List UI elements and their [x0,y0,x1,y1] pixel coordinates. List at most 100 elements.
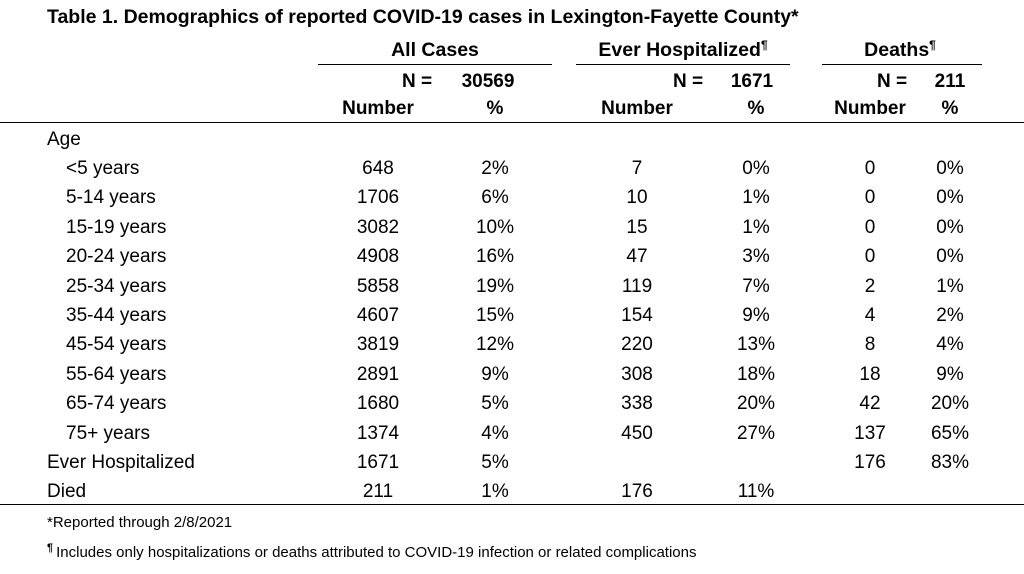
cell-death-number: 4 [864,305,876,326]
subheader-number: Number [342,98,414,119]
cell-all-number: 4908 [356,246,400,267]
cell-death-number: 8 [864,334,876,355]
cell-death-number: 42 [859,393,881,414]
subheader-number: Number [601,98,673,119]
cell-death-number: 137 [854,423,886,444]
cell-all-number: 1671 [356,452,400,473]
footnote-includes: ¶ Includes only hospitalizations or death… [47,542,696,561]
cell-all-percent: 6% [481,187,509,208]
cell-hosp-number: 47 [626,246,648,267]
group-header-deaths: Deaths¶ [820,38,980,62]
cell-hosp-number: 10 [626,187,648,208]
cell-all-number: 3819 [356,334,400,355]
cell-all-number: 1706 [356,187,400,208]
cell-death-percent: 4% [936,334,964,355]
cell-hosp-percent: 3% [742,246,770,267]
cell-death-percent: 1% [936,276,964,297]
group-underline [318,64,552,65]
cell-all-percent: 2% [481,158,509,179]
row-label: 25-34 years [66,276,167,297]
cell-hosp-number: 176 [621,481,653,502]
cell-all-percent: 19% [475,276,515,297]
row-label: 75+ years [66,423,150,444]
cell-death-number: 0 [864,187,876,208]
cell-hosp-number: 119 [621,276,653,297]
cell-hosp-percent: 0% [742,158,770,179]
cell-death-percent: 65% [930,423,970,444]
cell-all-percent: 5% [481,393,509,414]
row-label: 45-54 years [66,334,167,355]
row-label: 55-64 years [66,364,167,385]
footnote-includes-text: Includes only hospitalizations or deaths… [56,544,697,561]
cell-death-percent: 0% [936,246,964,267]
n-value: 30569 [461,71,515,92]
cell-all-number: 2891 [356,364,400,385]
cell-all-number: 4607 [356,305,400,326]
cell-hosp-number: 7 [631,158,643,179]
cell-hosp-percent: 20% [736,393,776,414]
cell-all-percent: 15% [475,305,515,326]
cell-hosp-percent: 9% [742,305,770,326]
cell-hosp-number: 450 [621,423,653,444]
cell-death-number: 18 [859,364,881,385]
cell-death-number: 0 [864,217,876,238]
cell-death-number: 176 [854,452,886,473]
cell-all-percent: 12% [475,334,515,355]
cell-death-percent: 0% [936,217,964,238]
cell-hosp-number: 220 [621,334,653,355]
row-label: Died [47,481,87,502]
row-label: 15-19 years [66,217,167,238]
bottom-rule [0,504,1024,505]
subheader-percent: % [486,98,504,119]
cell-death-percent: 0% [936,187,964,208]
cell-all-number: 211 [362,481,394,502]
cell-death-number: 0 [864,158,876,179]
row-label: 20-24 years [66,246,167,267]
cell-hosp-number: 308 [621,364,653,385]
n-value: 1671 [730,71,774,92]
pilcrow-mark: ¶ [929,38,936,52]
group-label: Deaths [864,39,930,61]
n-label: N = [876,71,908,92]
row-label: 35-44 years [66,305,167,326]
cell-all-percent: 16% [475,246,515,267]
pilcrow-mark: ¶ [47,542,54,554]
group-underline [822,64,982,65]
cell-all-number: 1680 [356,393,400,414]
group-underline [576,64,790,65]
subheader-number: Number [834,98,906,119]
header-rule [0,122,1024,123]
group-label: Ever Hospitalized [598,39,761,61]
cell-hosp-percent: 27% [736,423,776,444]
row-label: 65-74 years [66,393,167,414]
group-header-ever-hospitalized: Ever Hospitalized¶ [576,38,790,62]
cell-death-percent: 83% [930,452,970,473]
cell-death-percent: 2% [936,305,964,326]
footnote-reported: *Reported through 2/8/2021 [47,514,233,531]
cell-all-percent: 5% [481,452,509,473]
table-title: Table 1. Demographics of reported COVID-… [47,6,799,28]
cell-death-percent: 9% [936,364,964,385]
subheader-percent: % [747,98,765,119]
cell-death-percent: 20% [930,393,970,414]
row-label: <5 years [66,158,140,179]
n-value: 211 [934,71,966,92]
cell-all-number: 648 [362,158,394,179]
section-label-age: Age [47,129,81,150]
group-header-all-cases: All Cases [318,38,552,62]
cell-all-percent: 4% [481,423,509,444]
cell-hosp-percent: 11% [737,481,775,502]
cell-all-percent: 1% [481,481,509,502]
cell-hosp-percent: 7% [742,276,770,297]
cell-death-percent: 0% [936,158,964,179]
cell-hosp-percent: 18% [736,364,776,385]
pilcrow-mark: ¶ [760,38,768,52]
row-label: Ever Hospitalized [47,452,195,473]
cell-hosp-number: 15 [626,217,648,238]
cell-all-number: 3082 [356,217,400,238]
n-label: N = [401,71,433,92]
group-label: All Cases [391,39,479,61]
subheader-percent: % [941,98,959,119]
cell-death-number: 2 [864,276,876,297]
cell-hosp-number: 154 [621,305,653,326]
